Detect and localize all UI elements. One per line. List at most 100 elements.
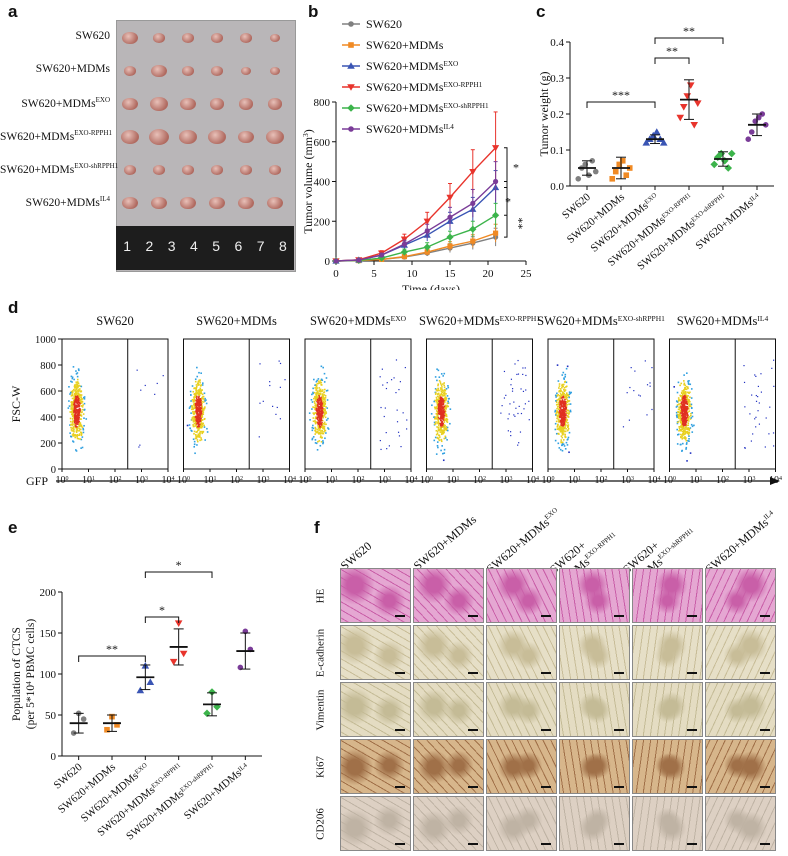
flow-event <box>566 365 569 368</box>
histology-image <box>559 739 630 794</box>
legend-label: SW620+MDMsEXO <box>366 59 458 73</box>
flow-event <box>312 427 315 430</box>
flow-event <box>437 387 439 390</box>
flow-event <box>568 396 570 399</box>
significance-label: ** <box>683 24 695 38</box>
flow-event <box>73 399 75 401</box>
flow-event <box>562 421 564 423</box>
x-tick-label: SW620+MDMsIL4 <box>694 191 764 252</box>
tumor-row-label: SW620 <box>75 30 111 42</box>
flow-event <box>70 429 73 431</box>
flow-event-gfp <box>269 384 271 387</box>
flow-event <box>195 390 198 393</box>
flow-event <box>76 423 78 425</box>
flow-event <box>688 410 691 412</box>
flow-event <box>679 402 682 405</box>
flow-event <box>449 408 452 410</box>
flow-event <box>446 395 449 397</box>
flow-event <box>325 419 328 421</box>
flow-event <box>322 415 325 417</box>
flow-event <box>322 416 324 419</box>
panel-label-e: e <box>8 518 18 537</box>
flow-event <box>313 406 315 409</box>
flow-event <box>319 379 322 382</box>
flow-event <box>75 401 78 404</box>
flow-event <box>324 403 326 405</box>
flow-event <box>683 423 686 426</box>
flow-event <box>677 399 680 402</box>
flow-event <box>441 413 444 415</box>
y-axis-label: Population of CTCS <box>11 627 23 721</box>
flow-event <box>312 420 315 423</box>
flow-event-gfp <box>519 431 522 433</box>
flow-event <box>196 420 199 423</box>
flow-event <box>316 400 318 403</box>
flow-event-gfp <box>757 385 759 388</box>
flow-event <box>687 418 689 421</box>
flow-event <box>691 425 694 428</box>
flow-plot-title: SW620+MDMsIL4 <box>677 314 769 329</box>
flow-event <box>319 426 322 428</box>
flow-event <box>315 396 317 398</box>
flow-event <box>318 381 321 384</box>
data-point <box>80 716 87 722</box>
flow-event-gfp <box>514 415 516 417</box>
flow-event <box>193 387 195 390</box>
flow-event <box>441 391 443 394</box>
flow-event <box>437 383 440 385</box>
flow-event <box>321 432 324 435</box>
flow-event-gfp <box>272 405 274 407</box>
flow-event <box>198 410 201 413</box>
flow-event <box>196 417 198 420</box>
flow-event <box>318 422 321 425</box>
tumor-sample <box>266 129 284 145</box>
data-point <box>423 218 431 225</box>
flow-event <box>315 393 318 395</box>
flow-event <box>69 424 71 426</box>
flow-event <box>199 387 202 390</box>
flow-event <box>71 424 74 426</box>
flow-event <box>195 408 198 411</box>
flow-event <box>679 443 682 446</box>
flow-event <box>83 424 85 427</box>
tumor-sample <box>269 165 281 175</box>
histology-image <box>340 739 411 794</box>
flow-event <box>75 408 77 411</box>
flow-event <box>319 390 321 393</box>
flow-event <box>683 383 685 386</box>
flow-event <box>685 405 688 408</box>
flow-event <box>444 396 446 398</box>
flow-event <box>569 403 572 405</box>
flow-event <box>443 391 446 394</box>
flow-event <box>197 400 200 403</box>
flow-event <box>322 432 325 435</box>
flow-event <box>688 432 691 434</box>
flow-event <box>565 392 568 394</box>
flow-event-gfp <box>520 388 522 390</box>
flow-event <box>196 413 199 416</box>
flow-event <box>562 383 565 386</box>
flow-event-gfp <box>395 359 398 361</box>
flow-event <box>558 411 561 413</box>
flow-event <box>435 392 437 394</box>
data-point <box>616 161 623 168</box>
flow-event <box>192 425 195 428</box>
flow-event <box>559 400 561 402</box>
flow-event-gfp <box>755 416 757 418</box>
flow-event <box>194 434 197 436</box>
significance-label: ** <box>666 44 678 58</box>
flow-event <box>323 394 326 396</box>
flow-event <box>83 402 86 405</box>
flow-event <box>678 429 680 432</box>
data-point <box>146 678 155 685</box>
ruler-number-6: 6 <box>234 238 243 254</box>
flow-event <box>559 412 561 415</box>
flow-event-gfp <box>402 412 404 414</box>
histology-image <box>632 796 703 851</box>
flow-event <box>317 422 319 425</box>
flow-event <box>554 428 557 431</box>
tumor-sample <box>239 98 253 110</box>
flow-event <box>435 410 438 412</box>
flow-event <box>316 387 319 389</box>
flow-event <box>440 388 442 391</box>
